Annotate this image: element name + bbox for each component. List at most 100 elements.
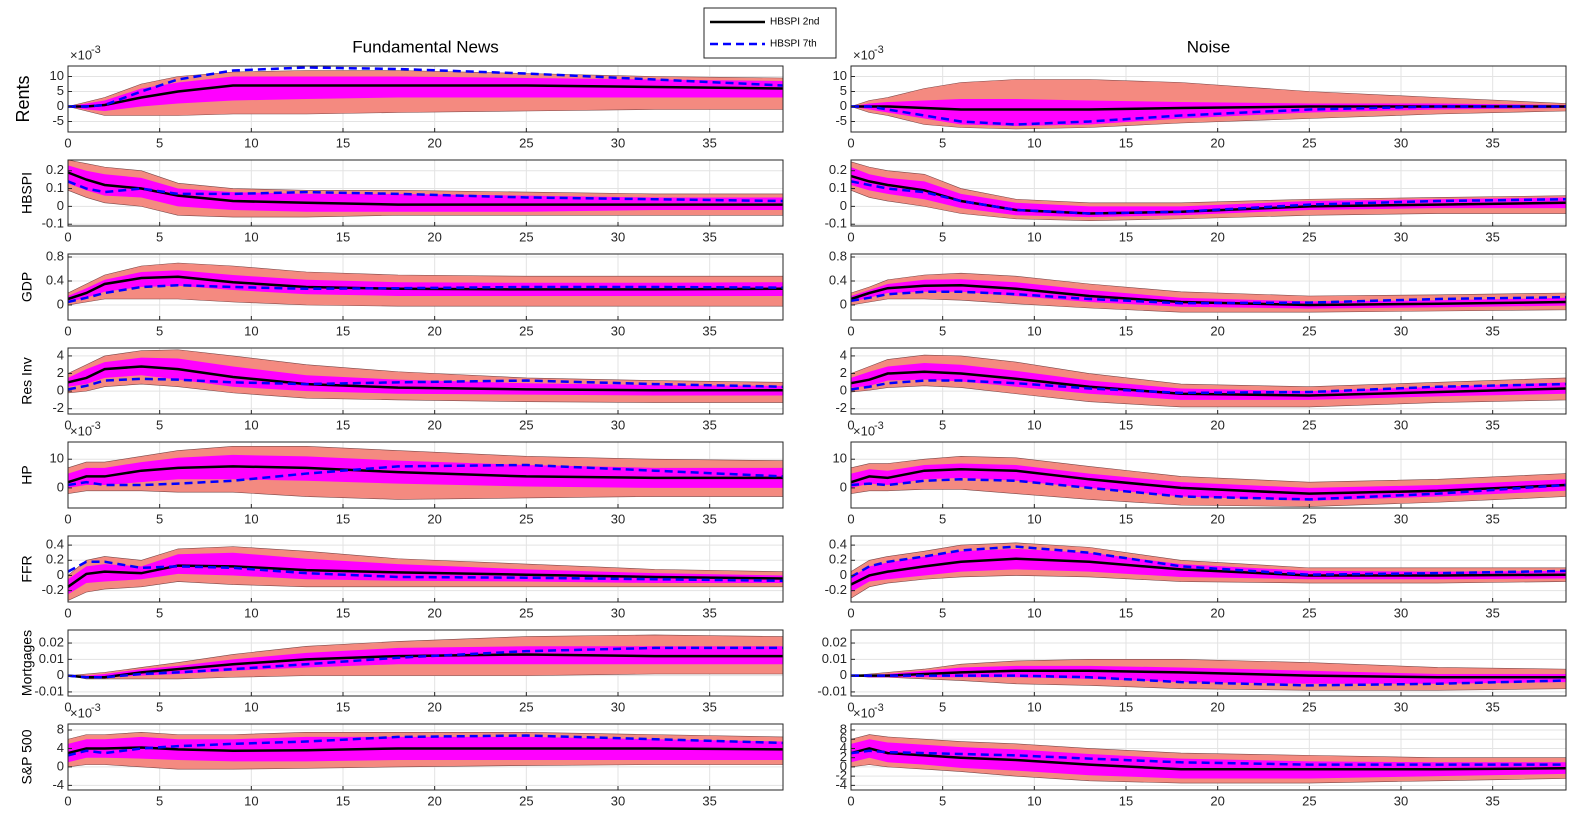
- x-tick-label: 25: [1302, 699, 1316, 714]
- x-tick-label: 25: [519, 699, 533, 714]
- y-axis-label: Res Inv: [19, 357, 35, 404]
- y-scale-exp: -3: [91, 44, 101, 56]
- x-tick-label: 35: [702, 323, 716, 338]
- x-tick-label: 15: [336, 793, 350, 808]
- y-tick-label: 2: [57, 365, 64, 380]
- x-tick-label: 30: [611, 793, 625, 808]
- y-tick-label: 0.2: [46, 162, 64, 177]
- y-tick-label: 0: [57, 198, 64, 213]
- y-tick-label: 4: [840, 740, 847, 755]
- y-tick-label: -0.01: [817, 683, 847, 698]
- y-scale-base: ×10: [853, 705, 875, 720]
- x-tick-label: 0: [847, 699, 854, 714]
- x-tick-label: 35: [702, 135, 716, 150]
- y-tick-label: 10: [833, 68, 847, 83]
- axes-box: [67, 535, 784, 603]
- y-tick-label: 8: [840, 721, 847, 736]
- y-tick-label: 0: [840, 667, 847, 682]
- x-tick-label: 25: [1302, 229, 1316, 244]
- x-tick-label: 10: [1027, 417, 1041, 432]
- x-tick-label: 20: [1210, 699, 1224, 714]
- x-tick-label: 30: [611, 699, 625, 714]
- y-tick-label: 0.01: [822, 651, 847, 666]
- x-tick-label: 20: [427, 699, 441, 714]
- y-axis-label: FFR: [19, 555, 35, 582]
- y-scale-exp: -3: [874, 420, 884, 432]
- x-tick-label: 5: [939, 699, 946, 714]
- y-tick-label: 0: [840, 758, 847, 773]
- y-tick-label: 0.01: [39, 651, 64, 666]
- x-tick-label: 10: [244, 605, 258, 620]
- x-tick-label: 0: [64, 605, 71, 620]
- x-tick-label: 35: [1485, 699, 1499, 714]
- x-tick-label: 35: [702, 417, 716, 432]
- x-tick-label: 20: [1210, 135, 1224, 150]
- irf-line: [851, 105, 1566, 126]
- x-tick-label: 10: [1027, 229, 1041, 244]
- x-tick-label: 20: [1210, 511, 1224, 526]
- axes-box: [67, 159, 784, 227]
- x-tick-label: 5: [156, 229, 163, 244]
- x-tick-label: 35: [702, 605, 716, 620]
- y-tick-label: 0: [57, 758, 64, 773]
- irf-line: [850, 468, 1567, 495]
- axes-box: [850, 159, 1567, 227]
- y-tick-label: 2: [840, 365, 847, 380]
- y-tick-label: 0: [840, 98, 847, 113]
- y-axis-label: HBSPI: [19, 172, 35, 214]
- x-tick-label: 10: [1027, 793, 1041, 808]
- x-tick-label: 15: [336, 229, 350, 244]
- x-tick-label: 15: [336, 135, 350, 150]
- y-tick-label: 0: [840, 567, 847, 582]
- x-tick-label: 35: [702, 229, 716, 244]
- x-tick-label: 20: [1210, 417, 1224, 432]
- y-tick-label: 0.1: [46, 180, 64, 195]
- x-tick-label: 0: [847, 135, 854, 150]
- x-tick-label: 20: [427, 229, 441, 244]
- x-tick-label: 35: [702, 793, 716, 808]
- x-tick-label: 30: [1394, 323, 1408, 338]
- irf-line: [67, 283, 784, 304]
- x-tick-label: 25: [519, 229, 533, 244]
- irf-line: [67, 463, 784, 487]
- y-tick-label: 5: [840, 83, 847, 98]
- irf-line: [850, 545, 1567, 579]
- y-tick-label: 4: [57, 740, 64, 755]
- x-tick-label: 10: [244, 793, 258, 808]
- y-scale-base: ×10: [70, 705, 92, 720]
- x-tick-label: 5: [156, 699, 163, 714]
- x-tick-label: 0: [64, 417, 71, 432]
- y-scale-exp: -3: [874, 702, 884, 714]
- x-tick-label: 35: [1485, 135, 1499, 150]
- x-tick-label: 20: [427, 417, 441, 432]
- x-tick-label: 5: [939, 135, 946, 150]
- y-tick-label: -4: [835, 777, 847, 792]
- y-scale-base: ×10: [853, 47, 875, 62]
- x-tick-label: 10: [1027, 135, 1041, 150]
- credible-band: [68, 454, 783, 488]
- x-tick-label: 25: [519, 605, 533, 620]
- x-tick-label: 25: [519, 323, 533, 338]
- irf-line: [67, 171, 783, 206]
- x-tick-label: 10: [244, 417, 258, 432]
- x-tick-label: 25: [1302, 511, 1316, 526]
- x-tick-label: 0: [847, 511, 854, 526]
- x-tick-label: 5: [156, 511, 163, 526]
- y-tick-label: -4: [52, 777, 64, 792]
- x-tick-label: 35: [1485, 417, 1499, 432]
- x-tick-label: 10: [1027, 511, 1041, 526]
- x-tick-label: 30: [611, 417, 625, 432]
- x-tick-label: 15: [336, 605, 350, 620]
- irf-line: [851, 105, 1566, 111]
- x-tick-label: 35: [1485, 511, 1499, 526]
- x-tick-label: 10: [1027, 323, 1041, 338]
- x-tick-label: 10: [1027, 699, 1041, 714]
- x-tick-label: 5: [939, 511, 946, 526]
- x-tick-label: 10: [244, 699, 258, 714]
- x-tick-label: 30: [1394, 605, 1408, 620]
- x-tick-label: 20: [1210, 793, 1224, 808]
- x-tick-label: 15: [336, 417, 350, 432]
- x-tick-label: 10: [244, 323, 258, 338]
- axes-box: [67, 65, 784, 133]
